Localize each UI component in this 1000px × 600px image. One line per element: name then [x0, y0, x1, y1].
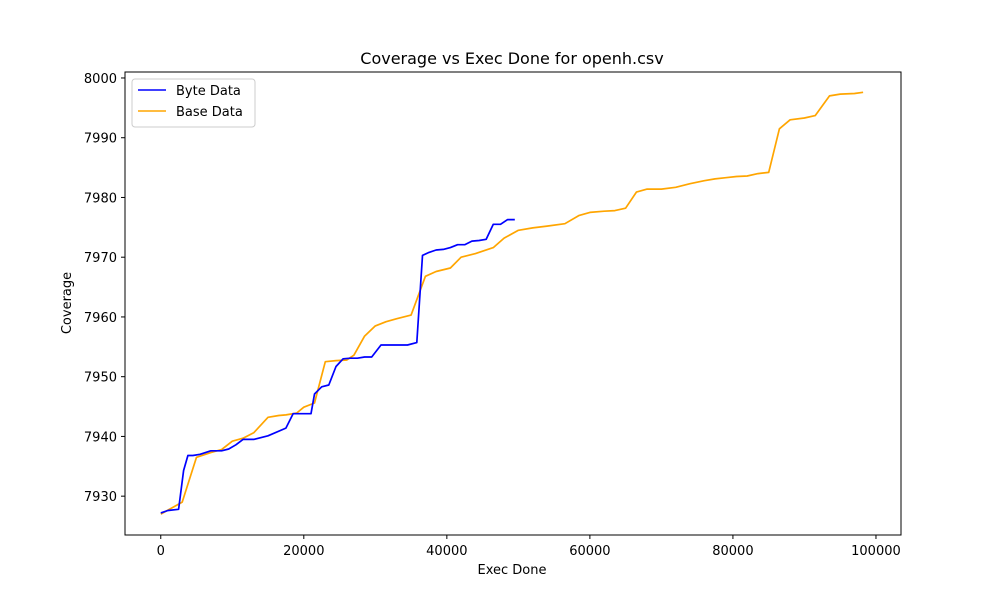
series-layer: [160, 91, 864, 515]
legend: Byte Data Base Data: [131, 78, 256, 128]
y-tick-label: 7930: [84, 490, 117, 505]
series-line-byte-data: [160, 218, 515, 514]
x-tick-label: 40000: [426, 544, 467, 559]
legend-label-byte-data: Byte Data: [176, 84, 241, 99]
y-tick-label: 7940: [84, 430, 117, 445]
y-tick-label: 8000: [84, 72, 117, 87]
y-tick-label: 7990: [84, 132, 117, 147]
legend-label-base-data: Base Data: [176, 105, 243, 120]
x-tick-label: 20000: [283, 544, 324, 559]
plot-area: [125, 72, 901, 535]
y-axis-label: Coverage: [60, 272, 75, 334]
y-tick-label: 7960: [84, 311, 117, 326]
y-tick-label: 7980: [84, 191, 117, 206]
x-tick-label: 80000: [712, 544, 753, 559]
x-tick-label: 60000: [569, 544, 610, 559]
y-tick-label: 7950: [84, 371, 117, 386]
y-tick-label: 7970: [84, 251, 117, 266]
chart-title: Coverage vs Exec Done for openh.csv: [360, 49, 663, 68]
y-axis-ticks: 7930 7940 7950 7960 7970 7980 7990 8000: [84, 72, 125, 505]
legend-box: [131, 78, 256, 128]
x-tick-label: 100000: [851, 544, 901, 559]
x-tick-label: 0: [157, 544, 165, 559]
x-axis-label: Exec Done: [478, 563, 547, 578]
series-line-base-data: [160, 91, 864, 515]
x-axis-ticks: 0 20000 40000 60000 80000 100000: [157, 535, 901, 559]
plot-frame: [124, 71, 902, 536]
